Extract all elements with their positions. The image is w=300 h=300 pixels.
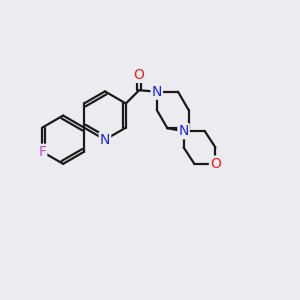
Text: N: N <box>100 133 110 147</box>
Text: O: O <box>134 68 145 82</box>
Text: N: N <box>178 124 189 138</box>
Text: F: F <box>38 145 46 159</box>
Text: N: N <box>152 85 162 99</box>
Text: O: O <box>210 157 221 170</box>
